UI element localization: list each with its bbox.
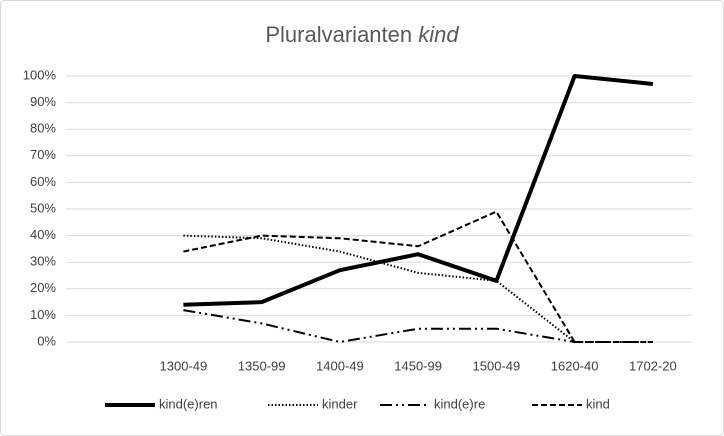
y-tick-label: 0% (37, 333, 56, 348)
legend-label: kinder (322, 396, 358, 411)
x-tick-label: 1500-49 (473, 358, 521, 373)
x-tick-label: 1620-40 (551, 358, 599, 373)
y-tick-label: 30% (30, 254, 56, 269)
title-main: Pluralvarianten (265, 22, 412, 47)
y-tick-label: 10% (30, 307, 56, 322)
x-tick-label: 1300-49 (160, 358, 208, 373)
y-tick-label: 40% (30, 227, 56, 242)
legend-label: kind (586, 396, 610, 411)
title-emphasis: kind (418, 22, 459, 47)
x-tick-label: 1400-49 (316, 358, 364, 373)
y-tick-label: 80% (30, 121, 56, 136)
data-line (183, 210, 653, 343)
y-tick-label: 100% (23, 67, 57, 82)
y-tick-label: 70% (30, 147, 56, 162)
y-tick-label: 20% (30, 280, 56, 295)
x-tick-label: 1450-99 (394, 358, 442, 373)
x-tick-label: 1350-99 (238, 358, 286, 373)
y-tick-label: 90% (30, 94, 56, 109)
chart-title: Pluralvarianten kind (265, 22, 459, 47)
y-tick-label: 60% (30, 174, 56, 189)
legend-label: kind(e)re (434, 396, 485, 411)
legend-label: kind(e)ren (159, 396, 218, 411)
x-tick-label: 1702-20 (629, 358, 677, 373)
data-line (183, 309, 653, 343)
data-line (183, 74, 654, 307)
y-tick-label: 50% (30, 200, 56, 215)
